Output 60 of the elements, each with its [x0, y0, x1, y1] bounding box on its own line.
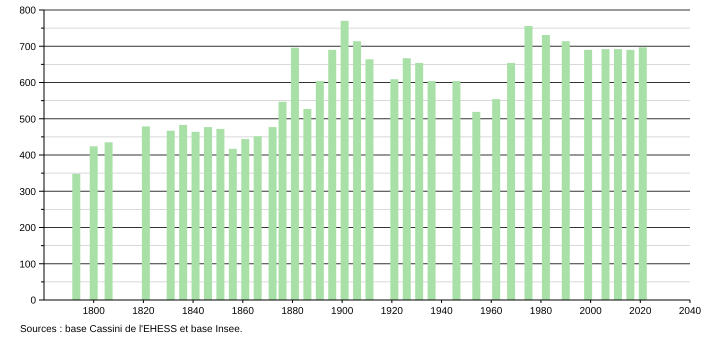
bar — [166, 130, 175, 300]
bar — [72, 174, 80, 300]
y-tick-label: 100 — [19, 259, 36, 270]
bar — [179, 124, 188, 300]
x-tick-label: 1980 — [530, 306, 552, 317]
bar — [562, 41, 570, 300]
bar — [268, 127, 277, 300]
bar — [452, 81, 460, 300]
bar — [90, 146, 98, 300]
y-tick-label: 700 — [19, 42, 36, 53]
bar — [402, 58, 411, 300]
bar — [390, 79, 398, 300]
bar — [104, 142, 113, 300]
bar — [365, 59, 374, 300]
x-tick-label: 1840 — [182, 306, 205, 317]
x-tick-label: 1800 — [82, 306, 106, 317]
bar — [626, 50, 634, 300]
bar — [524, 26, 532, 300]
x-tick-label: 1820 — [132, 306, 155, 317]
bar — [507, 62, 516, 300]
bar — [204, 127, 212, 300]
bar — [353, 41, 362, 300]
x-tick-label: 1920 — [380, 306, 404, 317]
bar — [241, 139, 250, 300]
x-tick-label: 1960 — [480, 306, 503, 317]
bar — [584, 50, 592, 300]
bar — [614, 49, 622, 300]
y-tick-label: 0 — [30, 296, 36, 306]
bar — [415, 62, 424, 300]
bar — [638, 47, 647, 300]
x-tick-label: 1940 — [430, 306, 454, 317]
bar — [328, 50, 336, 300]
bar — [278, 102, 287, 300]
y-tick-label: 600 — [19, 78, 36, 89]
x-tick-label: 2000 — [579, 306, 602, 317]
bar — [602, 49, 610, 300]
source-note: Sources : base Cassini de l'EHESS et base Insee. — [20, 324, 243, 335]
x-tick-label: 2020 — [629, 306, 652, 317]
y-tick-label: 300 — [19, 186, 36, 198]
bar — [290, 48, 299, 300]
bar — [542, 35, 550, 300]
bar — [492, 99, 500, 300]
bar — [254, 136, 262, 300]
x-tick-label: 2040 — [678, 306, 702, 317]
bar — [192, 132, 200, 300]
x-tick-label: 1860 — [232, 306, 254, 317]
bar — [340, 20, 349, 300]
x-tick-label: 1900 — [331, 306, 354, 317]
x-tick-label: 1880 — [281, 306, 304, 317]
y-tick-label: 400 — [19, 150, 36, 162]
bar — [428, 81, 436, 300]
bar — [316, 81, 324, 300]
bar — [228, 148, 237, 300]
bar — [303, 108, 312, 300]
bar — [216, 128, 224, 300]
y-tick-label: 500 — [19, 114, 36, 126]
y-tick-label: 800 — [19, 6, 36, 16]
bar — [142, 126, 150, 300]
y-tick-label: 200 — [19, 223, 36, 234]
bar — [472, 112, 480, 300]
